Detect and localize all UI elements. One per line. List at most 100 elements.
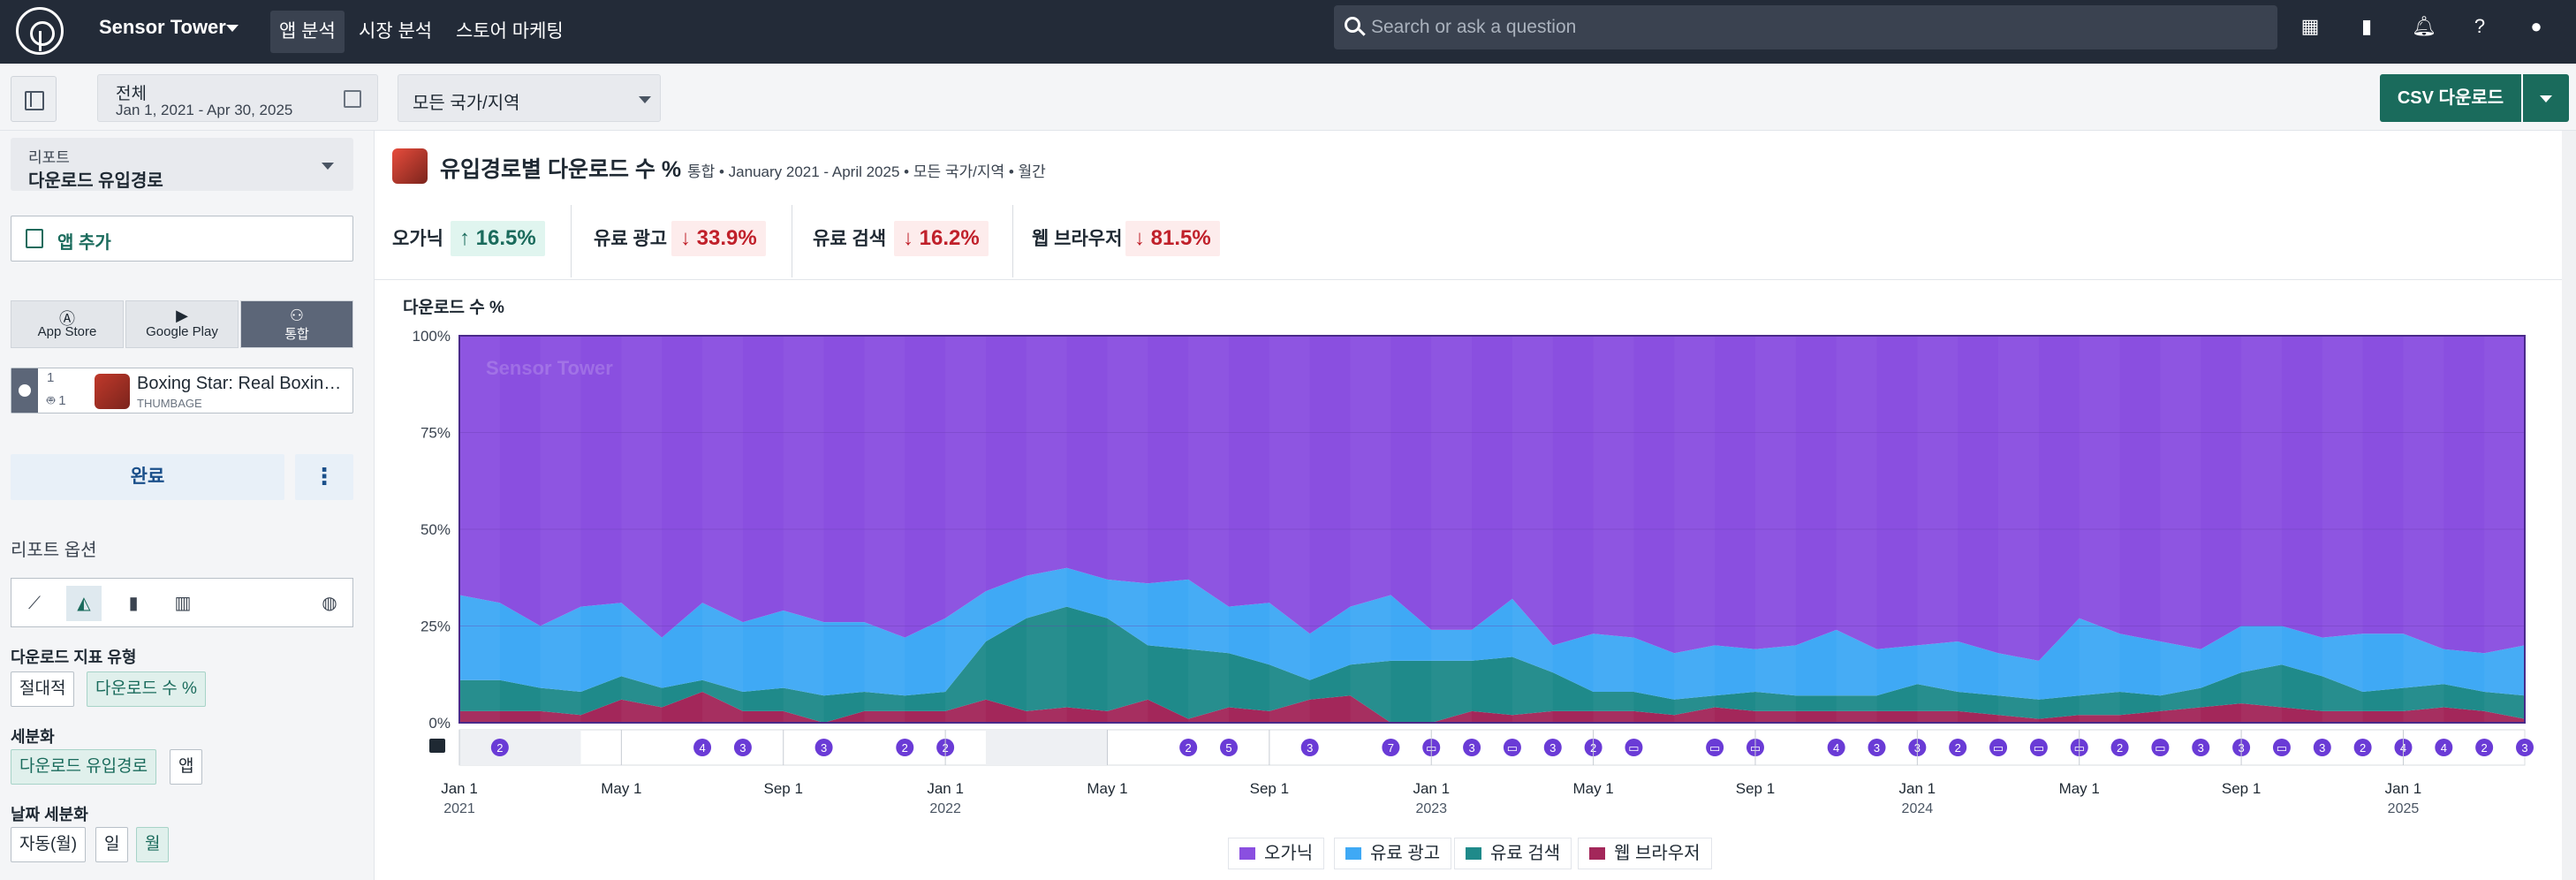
user-account-icon[interactable]: ● [2530, 15, 2542, 37]
event-marker [2516, 739, 2534, 756]
x-tick-label: May 1 [601, 780, 641, 797]
event-marker-label: 2 [2117, 741, 2123, 755]
x-tick-year: 2023 [1415, 801, 1447, 816]
area-paid-ads [459, 567, 2525, 700]
y-tick-label: 50% [420, 521, 451, 538]
date-segment-month-chip[interactable]: 월 [136, 827, 170, 862]
ios-count-value: 1 [47, 370, 55, 385]
add-app-button[interactable]: 앱 추가 [11, 216, 353, 262]
legend-label: 웹 브라우저 [1614, 844, 1701, 863]
segment-app-chip[interactable]: 앱 [170, 749, 203, 785]
app-publisher: THUMBAGE [137, 397, 202, 410]
date-segment-day-chip[interactable]: 일 [95, 827, 129, 862]
search-input[interactable] [1371, 5, 2254, 49]
event-marker [1827, 739, 1845, 756]
date-segment-auto-chip[interactable]: 자동(월) [11, 827, 87, 862]
date-range-picker[interactable]: 전체 Jan 1, 2021 - Apr 30, 2025 [97, 74, 378, 122]
event-marker [1503, 739, 1521, 756]
x-tick-year: 2021 [443, 801, 475, 816]
palette-icon[interactable]: ◍ [322, 594, 337, 613]
event-marker-label: 2 [496, 741, 503, 755]
chevron-down-icon[interactable] [226, 25, 239, 32]
platform-label: Google Play [146, 324, 218, 339]
google-play-icon: ▶ [176, 307, 188, 324]
platform-label: 통합 [284, 327, 309, 342]
event-marker-label: ▭ [2034, 741, 2044, 755]
area-chart-icon[interactable]: ◭ [66, 586, 102, 621]
legend-item-web-browser[interactable]: 웹 브라우저 [1578, 838, 1712, 869]
nav-store-marketing[interactable]: 스토어 마케팅 [456, 21, 564, 42]
bar-chart-icon[interactable]: ▮ [128, 594, 139, 613]
month-band [1269, 336, 1310, 723]
platform-unified[interactable]: ⚇ 통합 [240, 300, 353, 348]
help-icon[interactable]: ? [2474, 15, 2486, 37]
legend-item-paid-ads[interactable]: 유료 광고 [1334, 838, 1452, 869]
event-marker [2435, 739, 2453, 756]
event-marker [2353, 739, 2372, 756]
filter-bar: 전체 Jan 1, 2021 - Apr 30, 2025 모든 국가/지역 C… [0, 64, 2576, 131]
event-marker [896, 739, 914, 756]
comment-icon [429, 739, 445, 753]
metric-type-label: 다운로드 지표 유형 [11, 649, 137, 666]
month-band [783, 336, 824, 723]
line-chart-icon[interactable]: ⟋ [28, 594, 41, 613]
legend-swatch [1239, 847, 1255, 860]
metric-absolute-chip[interactable]: 절대적 [11, 671, 75, 707]
event-marker-label: 3 [821, 741, 827, 755]
x-tick-label: Sep 1 [1250, 780, 1289, 797]
report-sidebar: 리포트 다운로드 유입경로 앱 추가 Ⓐ App Store ▶ Google Pl… [0, 131, 375, 880]
nav-market-analysis[interactable]: 시장 분석 [359, 21, 433, 42]
month-band [1754, 336, 1796, 723]
event-marker [814, 739, 833, 756]
legend-swatch [1345, 847, 1361, 860]
legend-label: 유료 광고 [1370, 844, 1441, 863]
event-marker-label: 3 [2521, 741, 2527, 755]
chevron-down-icon [322, 163, 334, 170]
month-band [2241, 336, 2282, 723]
region-select[interactable]: 모든 국가/지역 [398, 74, 661, 122]
legend-label: 유료 검색 [1490, 844, 1561, 863]
y-tick-label: 25% [420, 618, 451, 635]
kpi-web-browser: 웹 브라우저 ↓ 81.5% [1032, 221, 1261, 265]
ios-count: 1 [47, 370, 54, 385]
search-icon [1345, 17, 1360, 33]
legend-item-paid-search[interactable]: 유료 검색 [1454, 838, 1572, 869]
nav-app-analysis[interactable]: 앱 분석 [270, 11, 345, 53]
legend-item-organic[interactable]: 오가닉 [1228, 838, 1325, 869]
bookmark-icon[interactable]: ▮ [2360, 15, 2373, 37]
kpi-name: 오가닉 [392, 229, 443, 249]
dashboard-icon[interactable]: ▦ [2300, 15, 2320, 37]
brand-name[interactable]: Sensor Tower [99, 16, 226, 38]
chart-subtitle: 통합 • January 2021 - April 2025 • 모든 국가/지… [687, 163, 1046, 180]
y-axis-title: 다운로드 수 % [403, 298, 504, 317]
kpi-value: ↓ 81.5% [1125, 221, 1220, 256]
done-button[interactable]: 완료 [11, 454, 284, 500]
stacked-bar-chart-icon[interactable]: ▥ [174, 594, 192, 613]
month-band [1674, 336, 1716, 723]
segment-source-chip[interactable]: 다운로드 유입경로 [11, 749, 157, 785]
x-tick-label: Sep 1 [764, 780, 803, 797]
search-bar[interactable] [1334, 5, 2277, 49]
platform-google-play[interactable]: ▶ Google Play [125, 300, 239, 348]
more-options-button[interactable]: ⋮ [295, 454, 353, 500]
csv-download-button[interactable]: CSV 다운로드 [2380, 74, 2521, 122]
event-marker [1220, 739, 1239, 756]
date-segment-label: 날짜 세분화 [11, 806, 88, 823]
event-marker-label: 3 [1549, 741, 1556, 755]
csv-options-button[interactable] [2523, 74, 2569, 122]
month-band [864, 336, 905, 723]
event-marker-label: 3 [2319, 741, 2325, 755]
sidebar-toggle-button[interactable] [11, 76, 57, 122]
platform-app-store[interactable]: Ⓐ App Store [11, 300, 124, 348]
calendar-icon [344, 90, 361, 108]
event-marker [490, 739, 509, 756]
app-card[interactable]: 1 🤖︎ 1 Boxing Star: Real Boxing Fight TH… [11, 368, 353, 413]
kpi-name: 웹 브라우저 [1032, 229, 1123, 249]
app-radio-button[interactable] [11, 368, 38, 413]
vertical-scrollbar[interactable] [2562, 131, 2576, 880]
report-select[interactable]: 리포트 다운로드 유입경로 [11, 138, 353, 191]
sensor-tower-logo-icon[interactable] [16, 7, 64, 55]
event-marker [1868, 739, 1886, 756]
bell-icon[interactable]: 🔔︎ [2412, 15, 2436, 37]
metric-percent-chip[interactable]: 다운로드 수 % [87, 671, 206, 707]
